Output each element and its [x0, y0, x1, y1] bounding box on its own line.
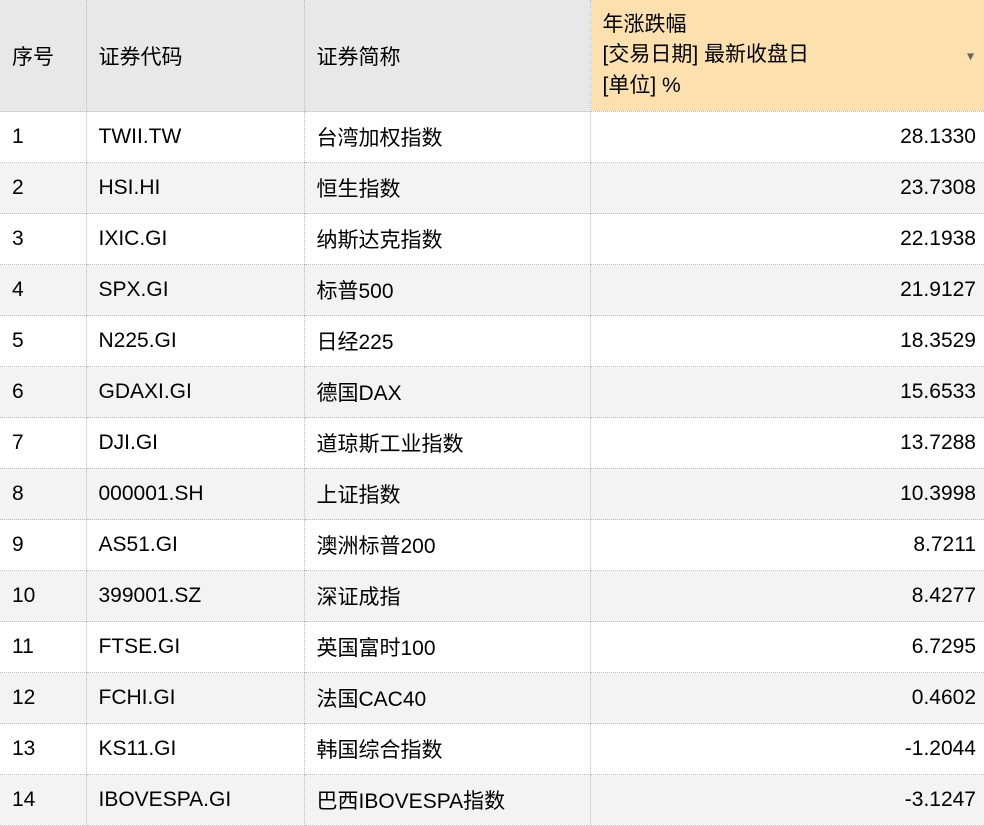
cell-name: 恒生指数: [304, 163, 590, 214]
cell-change: 6.7295: [590, 622, 984, 673]
sort-descending-icon[interactable]: ▾: [967, 47, 974, 64]
cell-name: 深证成指: [304, 571, 590, 622]
cell-code: DJI.GI: [86, 418, 304, 469]
table-row[interactable]: 5 N225.GI 日经225 18.3529: [0, 316, 984, 367]
cell-seq: 14: [0, 775, 86, 826]
cell-seq: 2: [0, 163, 86, 214]
table-row[interactable]: 9 AS51.GI 澳洲标普200 8.7211: [0, 520, 984, 571]
table-row[interactable]: 8 000001.SH 上证指数 10.3998: [0, 469, 984, 520]
column-header-code[interactable]: 证券代码: [86, 0, 304, 112]
cell-change: 10.3998: [590, 469, 984, 520]
table-row[interactable]: 14 IBOVESPA.GI 巴西IBOVESPA指数 -3.1247: [0, 775, 984, 826]
table-row[interactable]: 2 HSI.HI 恒生指数 23.7308: [0, 163, 984, 214]
cell-seq: 5: [0, 316, 86, 367]
column-header-change-line2: [交易日期] 最新收盘日: [603, 40, 973, 70]
column-header-change[interactable]: 年涨跌幅 [交易日期] 最新收盘日 [单位] % ▾: [590, 0, 984, 112]
cell-code: HSI.HI: [86, 163, 304, 214]
table-body: 1 TWII.TW 台湾加权指数 28.1330 2 HSI.HI 恒生指数 2…: [0, 112, 984, 826]
table-row[interactable]: 7 DJI.GI 道琼斯工业指数 13.7288: [0, 418, 984, 469]
cell-seq: 13: [0, 724, 86, 775]
cell-code: IBOVESPA.GI: [86, 775, 304, 826]
cell-change: 21.9127: [590, 265, 984, 316]
table-row[interactable]: 1 TWII.TW 台湾加权指数 28.1330: [0, 112, 984, 163]
cell-name: 标普500: [304, 265, 590, 316]
cell-change: 13.7288: [590, 418, 984, 469]
cell-code: IXIC.GI: [86, 214, 304, 265]
cell-seq: 3: [0, 214, 86, 265]
cell-code: GDAXI.GI: [86, 367, 304, 418]
cell-seq: 8: [0, 469, 86, 520]
cell-name: 上证指数: [304, 469, 590, 520]
table-row[interactable]: 3 IXIC.GI 纳斯达克指数 22.1938: [0, 214, 984, 265]
cell-code: FCHI.GI: [86, 673, 304, 724]
index-performance-table: 序号 证券代码 证券简称 年涨跌幅 [交易日期] 最新收盘日 [单位] % ▾ …: [0, 0, 984, 826]
column-header-seq[interactable]: 序号: [0, 0, 86, 112]
cell-code: TWII.TW: [86, 112, 304, 163]
table-row[interactable]: 12 FCHI.GI 法国CAC40 0.4602: [0, 673, 984, 724]
cell-seq: 1: [0, 112, 86, 163]
cell-name: 英国富时100: [304, 622, 590, 673]
table-header-row: 序号 证券代码 证券简称 年涨跌幅 [交易日期] 最新收盘日 [单位] % ▾: [0, 0, 984, 112]
table-row[interactable]: 10 399001.SZ 深证成指 8.4277: [0, 571, 984, 622]
cell-name: 台湾加权指数: [304, 112, 590, 163]
cell-name: 道琼斯工业指数: [304, 418, 590, 469]
table-row[interactable]: 4 SPX.GI 标普500 21.9127: [0, 265, 984, 316]
column-header-name[interactable]: 证券简称: [304, 0, 590, 112]
cell-name: 韩国综合指数: [304, 724, 590, 775]
cell-change: 15.6533: [590, 367, 984, 418]
cell-name: 德国DAX: [304, 367, 590, 418]
cell-change: 8.4277: [590, 571, 984, 622]
cell-code: N225.GI: [86, 316, 304, 367]
column-header-change-line3: [单位] %: [603, 71, 973, 101]
table-row[interactable]: 13 KS11.GI 韩国综合指数 -1.2044: [0, 724, 984, 775]
cell-change: 28.1330: [590, 112, 984, 163]
cell-code: FTSE.GI: [86, 622, 304, 673]
cell-change: 8.7211: [590, 520, 984, 571]
cell-seq: 9: [0, 520, 86, 571]
cell-name: 纳斯达克指数: [304, 214, 590, 265]
cell-name: 巴西IBOVESPA指数: [304, 775, 590, 826]
cell-seq: 12: [0, 673, 86, 724]
cell-seq: 7: [0, 418, 86, 469]
cell-seq: 4: [0, 265, 86, 316]
cell-change: -1.2044: [590, 724, 984, 775]
cell-code: SPX.GI: [86, 265, 304, 316]
cell-change: 23.7308: [590, 163, 984, 214]
cell-code: KS11.GI: [86, 724, 304, 775]
cell-seq: 6: [0, 367, 86, 418]
cell-seq: 10: [0, 571, 86, 622]
column-header-change-line1: 年涨跌幅: [603, 10, 973, 40]
cell-change: 0.4602: [590, 673, 984, 724]
cell-change: 22.1938: [590, 214, 984, 265]
cell-code: 000001.SH: [86, 469, 304, 520]
cell-seq: 11: [0, 622, 86, 673]
cell-change: 18.3529: [590, 316, 984, 367]
cell-name: 日经225: [304, 316, 590, 367]
cell-code: 399001.SZ: [86, 571, 304, 622]
cell-code: AS51.GI: [86, 520, 304, 571]
cell-change: -3.1247: [590, 775, 984, 826]
cell-name: 法国CAC40: [304, 673, 590, 724]
table-row[interactable]: 11 FTSE.GI 英国富时100 6.7295: [0, 622, 984, 673]
cell-name: 澳洲标普200: [304, 520, 590, 571]
table-row[interactable]: 6 GDAXI.GI 德国DAX 15.6533: [0, 367, 984, 418]
